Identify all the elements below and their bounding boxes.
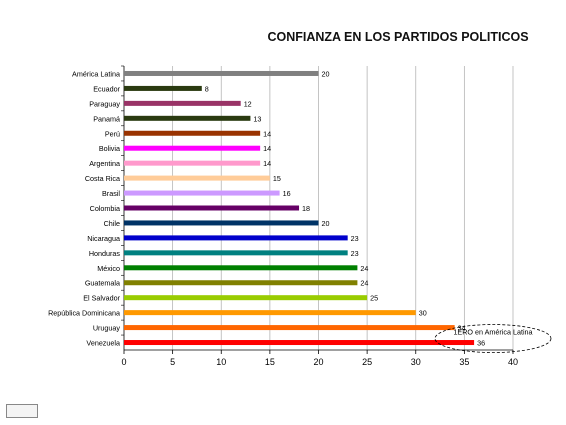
bar <box>124 100 241 106</box>
category-label: Paraguay <box>89 99 120 108</box>
bar <box>124 265 358 271</box>
x-tick-label: 15 <box>265 357 275 367</box>
bar <box>124 130 261 136</box>
category-label: Bolivia <box>99 144 120 153</box>
category-label: Costa Rica <box>85 174 120 183</box>
data-label: 23 <box>351 249 359 258</box>
category-label: México <box>97 264 120 273</box>
x-tick-label: 10 <box>216 357 226 367</box>
bar <box>124 220 319 226</box>
bar <box>124 115 251 121</box>
category-label: Nicaragua <box>87 234 120 243</box>
category-label: Brasil <box>102 189 120 198</box>
x-tick-label: 25 <box>362 357 372 367</box>
data-label: 16 <box>283 189 291 198</box>
bar <box>124 145 261 151</box>
data-label: 18 <box>302 204 310 213</box>
category-label: Colombia <box>90 204 120 213</box>
x-tick-label: 20 <box>313 357 323 367</box>
bar <box>124 205 300 211</box>
x-tick-label: 30 <box>411 357 421 367</box>
x-tick-label: 0 <box>121 357 126 367</box>
category-label: Perú <box>105 129 120 138</box>
data-label: 8 <box>205 84 209 93</box>
category-label: Guatemala <box>85 279 120 288</box>
category-label: Honduras <box>89 249 121 258</box>
annotation-ellipse <box>434 324 552 353</box>
x-tick-label: 40 <box>508 357 518 367</box>
category-label: Chile <box>104 219 120 228</box>
data-label: 36 <box>477 339 485 348</box>
bar <box>124 340 475 346</box>
bar <box>124 235 348 241</box>
chart-title: CONFIANZA EN LOS PARTIDOS POLITICOS <box>267 30 529 44</box>
category-label: Argentina <box>89 159 120 168</box>
bar <box>124 280 358 286</box>
category-label: El Salvador <box>83 294 120 303</box>
category-label: Ecuador <box>93 84 120 93</box>
data-label: 15 <box>273 174 281 183</box>
bar <box>124 175 270 181</box>
bar <box>124 70 319 76</box>
data-label: 13 <box>253 114 261 123</box>
bar <box>124 190 280 196</box>
data-label: 30 <box>419 309 427 318</box>
category-label: Uruguay <box>93 324 121 333</box>
bar <box>124 295 368 301</box>
category-label: América Latina <box>72 69 120 78</box>
presentation-slide-icon[interactable] <box>6 404 38 418</box>
bar <box>124 325 455 331</box>
data-label: 12 <box>244 99 252 108</box>
data-label: 14 <box>263 144 271 153</box>
category-label: República Dominicana <box>48 309 120 318</box>
bar <box>124 310 416 316</box>
data-label: 14 <box>263 159 271 168</box>
data-label: 24 <box>360 264 368 273</box>
bar <box>124 250 348 256</box>
data-label: 34 <box>458 324 466 333</box>
x-tick-label: 35 <box>459 357 469 367</box>
x-tick-label: 5 <box>170 357 175 367</box>
data-label: 25 <box>370 294 378 303</box>
data-label: 20 <box>322 69 330 78</box>
annotation-text: 1ERO en América Latina <box>453 328 532 337</box>
data-label: 20 <box>322 219 330 228</box>
category-label: Panamá <box>93 114 120 123</box>
data-label: 23 <box>351 234 359 243</box>
data-label: 24 <box>360 279 368 288</box>
data-label: 14 <box>263 129 271 138</box>
bar <box>124 160 261 166</box>
bar <box>124 85 202 91</box>
category-label: Venezuela <box>86 339 120 348</box>
